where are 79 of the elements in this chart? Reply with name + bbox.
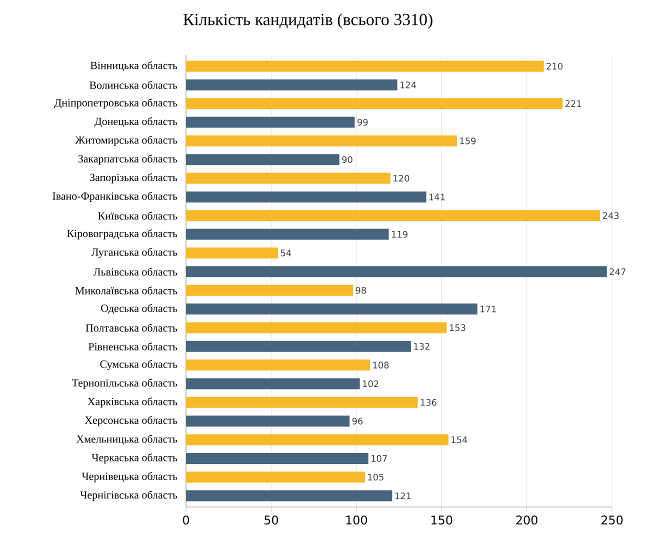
data-label: 98 [356, 286, 366, 294]
data-label: 105 [368, 474, 384, 481]
data-label: 120 [394, 174, 410, 182]
y-tick-label: Черкаська область [92, 453, 178, 464]
bar [186, 79, 398, 90]
bar [186, 304, 478, 315]
data-label: 102 [362, 380, 378, 388]
bar [186, 210, 600, 222]
y-tick-label: Запорізька область [90, 173, 178, 184]
bar [186, 60, 544, 72]
bar [186, 191, 426, 202]
bar [186, 452, 368, 464]
bar [186, 135, 457, 146]
data-label: 90 [342, 156, 352, 163]
y-tick-label: Миколаївська область [75, 286, 178, 294]
bar [186, 490, 392, 502]
data-label: 96 [352, 418, 363, 424]
y-tick-label: Чернівецька область [82, 472, 178, 482]
y-tick-label: Дніпропетровська область [54, 98, 178, 109]
bar [186, 340, 411, 352]
y-tick-label: Луганська область [91, 248, 178, 258]
x-tick-label: 50 [264, 516, 278, 525]
data-label: 171 [480, 306, 496, 312]
y-tick-label: Полтавська область [86, 324, 178, 332]
y-tick-label: Чернігівська область [80, 490, 178, 501]
data-label: 221 [565, 100, 582, 107]
bar [186, 247, 278, 258]
x-tick-label: 100 [346, 516, 368, 525]
bar [186, 416, 350, 427]
y-tick-label: Одеська область [101, 304, 178, 314]
data-label: 124 [400, 82, 416, 88]
bar [186, 154, 340, 166]
data-label: 121 [395, 492, 411, 500]
data-label: 141 [429, 194, 445, 200]
data-label: 159 [460, 138, 476, 144]
data-label: 107 [372, 455, 387, 462]
bar [186, 228, 389, 240]
bar [186, 172, 390, 184]
data-label: 99 [357, 118, 368, 126]
y-tick-label: Хмельницька область [76, 434, 178, 445]
y-tick-label: Львівська область [93, 268, 178, 276]
bar [186, 98, 563, 110]
bar [186, 396, 418, 408]
data-label: 108 [373, 362, 389, 368]
bar [186, 284, 353, 296]
y-tick-label: Рівненська область [88, 342, 178, 350]
bar [186, 266, 607, 278]
bar [186, 378, 360, 390]
bar [186, 322, 447, 334]
bar [186, 434, 448, 446]
x-tick-label: 250 [601, 516, 623, 525]
x-tick-label: 200 [516, 516, 538, 525]
data-label: 154 [452, 436, 468, 444]
y-tick-label: Вінницька область [90, 61, 178, 72]
y-tick-label: Івано-Франківська область [52, 192, 178, 202]
bar [186, 472, 365, 483]
data-label: 136 [420, 399, 436, 406]
y-tick-label: Закарпатська область [78, 154, 178, 165]
x-tick-label: 150 [432, 516, 452, 525]
bar [186, 360, 370, 371]
y-tick-label: Київська область [98, 212, 178, 220]
data-label: 54 [280, 250, 292, 256]
y-tick-label: Волинська область [90, 80, 178, 89]
y-tick-label: Харківська область [88, 397, 178, 408]
data-label: 132 [414, 342, 430, 350]
y-tick-label: Кіровоградська область [67, 229, 178, 240]
data-label: 153 [450, 324, 466, 332]
data-label: 243 [602, 212, 619, 220]
x-tick-label: 0 [182, 516, 190, 525]
y-tick-label: Житомирська область [75, 136, 178, 146]
data-label: 210 [546, 62, 563, 70]
y-tick-label: Донецька область [94, 117, 178, 128]
data-label: 247 [610, 268, 626, 275]
bar [186, 116, 355, 128]
chart-title: Кількість кандидатів (всього 3310) [183, 13, 432, 29]
data-label: 119 [392, 230, 408, 238]
y-tick-label: Тернопільська область [72, 378, 178, 389]
y-tick-label: Херсонська область [84, 416, 178, 426]
y-tick-label: Сумська область [100, 360, 178, 370]
